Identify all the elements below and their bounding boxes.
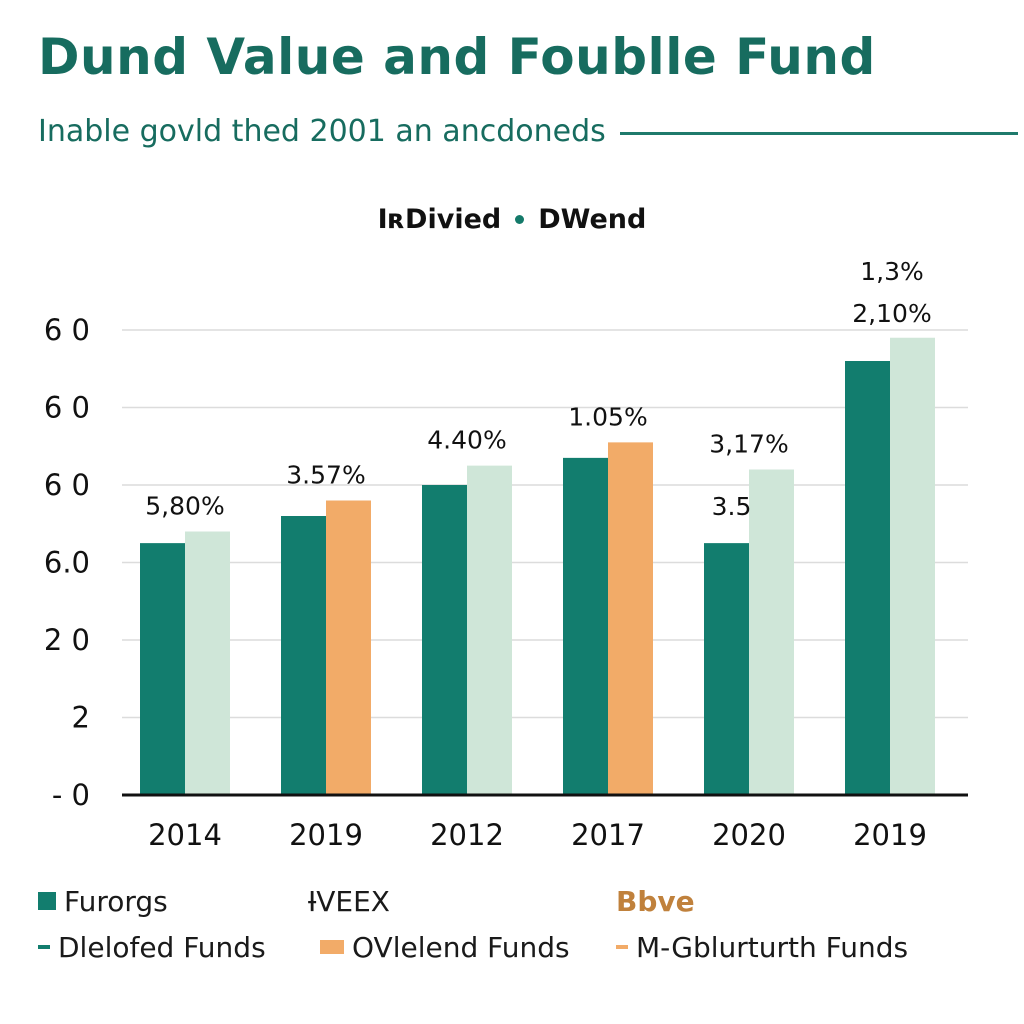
legend-swatch-orange-dash	[616, 945, 628, 949]
bar	[185, 531, 230, 795]
y-tick-label: 6 0	[44, 391, 90, 425]
legend-swatch-dark-teal-dash	[38, 945, 50, 949]
y-tick-label: 2	[72, 701, 90, 735]
legend-item-furorgs[interactable]: Furorgs	[38, 885, 308, 918]
bar	[608, 442, 653, 795]
legend-row-1: Furorgs ƗVEEX Bbve	[38, 878, 998, 924]
x-tick-label: 2017	[571, 818, 645, 852]
y-tick-label: 6.0	[44, 546, 90, 580]
legend-item-iveex[interactable]: ƗVEEX	[308, 885, 616, 918]
x-tick-label: 2012	[430, 818, 504, 852]
series-header: IʀDivied DWend	[0, 204, 1024, 235]
legend-label: Furorgs	[64, 884, 168, 918]
data-label: 3.5	[712, 492, 752, 521]
legend-item-dlelofed-funds[interactable]: Dlelofed Funds	[38, 931, 320, 964]
legend-item-ovlelend-funds[interactable]: OVlelend Funds	[320, 931, 616, 964]
chart-subtitle: Inable govld thed 2001 an ancdoneds	[38, 114, 606, 149]
bar	[467, 465, 512, 795]
legend-label: Dlelofed Funds	[58, 930, 266, 964]
legend-row-2: Dlelofed Funds OVlelend Funds M-Gblurtur…	[38, 924, 998, 970]
bar	[422, 485, 467, 795]
series-header-label-2: DWend	[538, 204, 647, 235]
data-label: 1,3%	[860, 257, 924, 286]
bar	[704, 543, 749, 795]
bar-chart: - 0 2 2 0 6.0 6 0 6 0 6 0 2014 2019 2012 2017 2020 2…	[44, 257, 968, 852]
x-tick-label: 2019	[289, 818, 363, 852]
legend: Furorgs ƗVEEX Bbve Dlelofed Funds OVlele…	[38, 878, 998, 970]
legend-item-bbve[interactable]: Bbve	[616, 885, 695, 918]
legend-label: Bbve	[616, 884, 695, 918]
bar	[563, 457, 608, 795]
data-label: 1.05%	[568, 402, 647, 431]
legend-label: OVlelend Funds	[352, 930, 570, 964]
y-tick-label: - 0	[52, 778, 90, 812]
x-tick-label: 2019	[853, 818, 927, 852]
y-tick-label: 2 0	[44, 623, 90, 657]
series-header-label-1: IʀDivied	[377, 204, 502, 235]
data-label: 3,17%	[709, 430, 788, 459]
legend-label: ƗVEEX	[308, 884, 390, 918]
bar	[281, 516, 326, 795]
data-label: 5,80%	[145, 492, 224, 521]
subtitle-rule	[619, 132, 1018, 135]
legend-swatch-dark-teal	[38, 892, 56, 910]
legend-label: M-Gblurturth Funds	[636, 930, 909, 964]
bar	[749, 469, 794, 795]
series-dot-icon	[515, 215, 525, 224]
y-tick-label: 6 0	[44, 468, 90, 502]
bar	[326, 500, 371, 795]
x-tick-label: 2014	[148, 818, 222, 852]
data-label: 2,10%	[852, 299, 931, 328]
bar	[890, 337, 935, 795]
data-label: 4.40%	[427, 426, 506, 455]
subtitle-row: Inable govld thed 2001 an ancdoneds	[38, 114, 1018, 149]
legend-item-growth-funds[interactable]: M-Gblurturth Funds	[616, 931, 908, 964]
bar	[845, 361, 890, 795]
x-tick-label: 2020	[712, 818, 786, 852]
y-tick-label: 6 0	[44, 313, 90, 347]
data-label: 3.57%	[286, 461, 365, 490]
legend-swatch-orange	[320, 940, 344, 954]
chart-title: Dund Value and Foublle Fund	[38, 28, 876, 86]
bar	[140, 543, 185, 795]
